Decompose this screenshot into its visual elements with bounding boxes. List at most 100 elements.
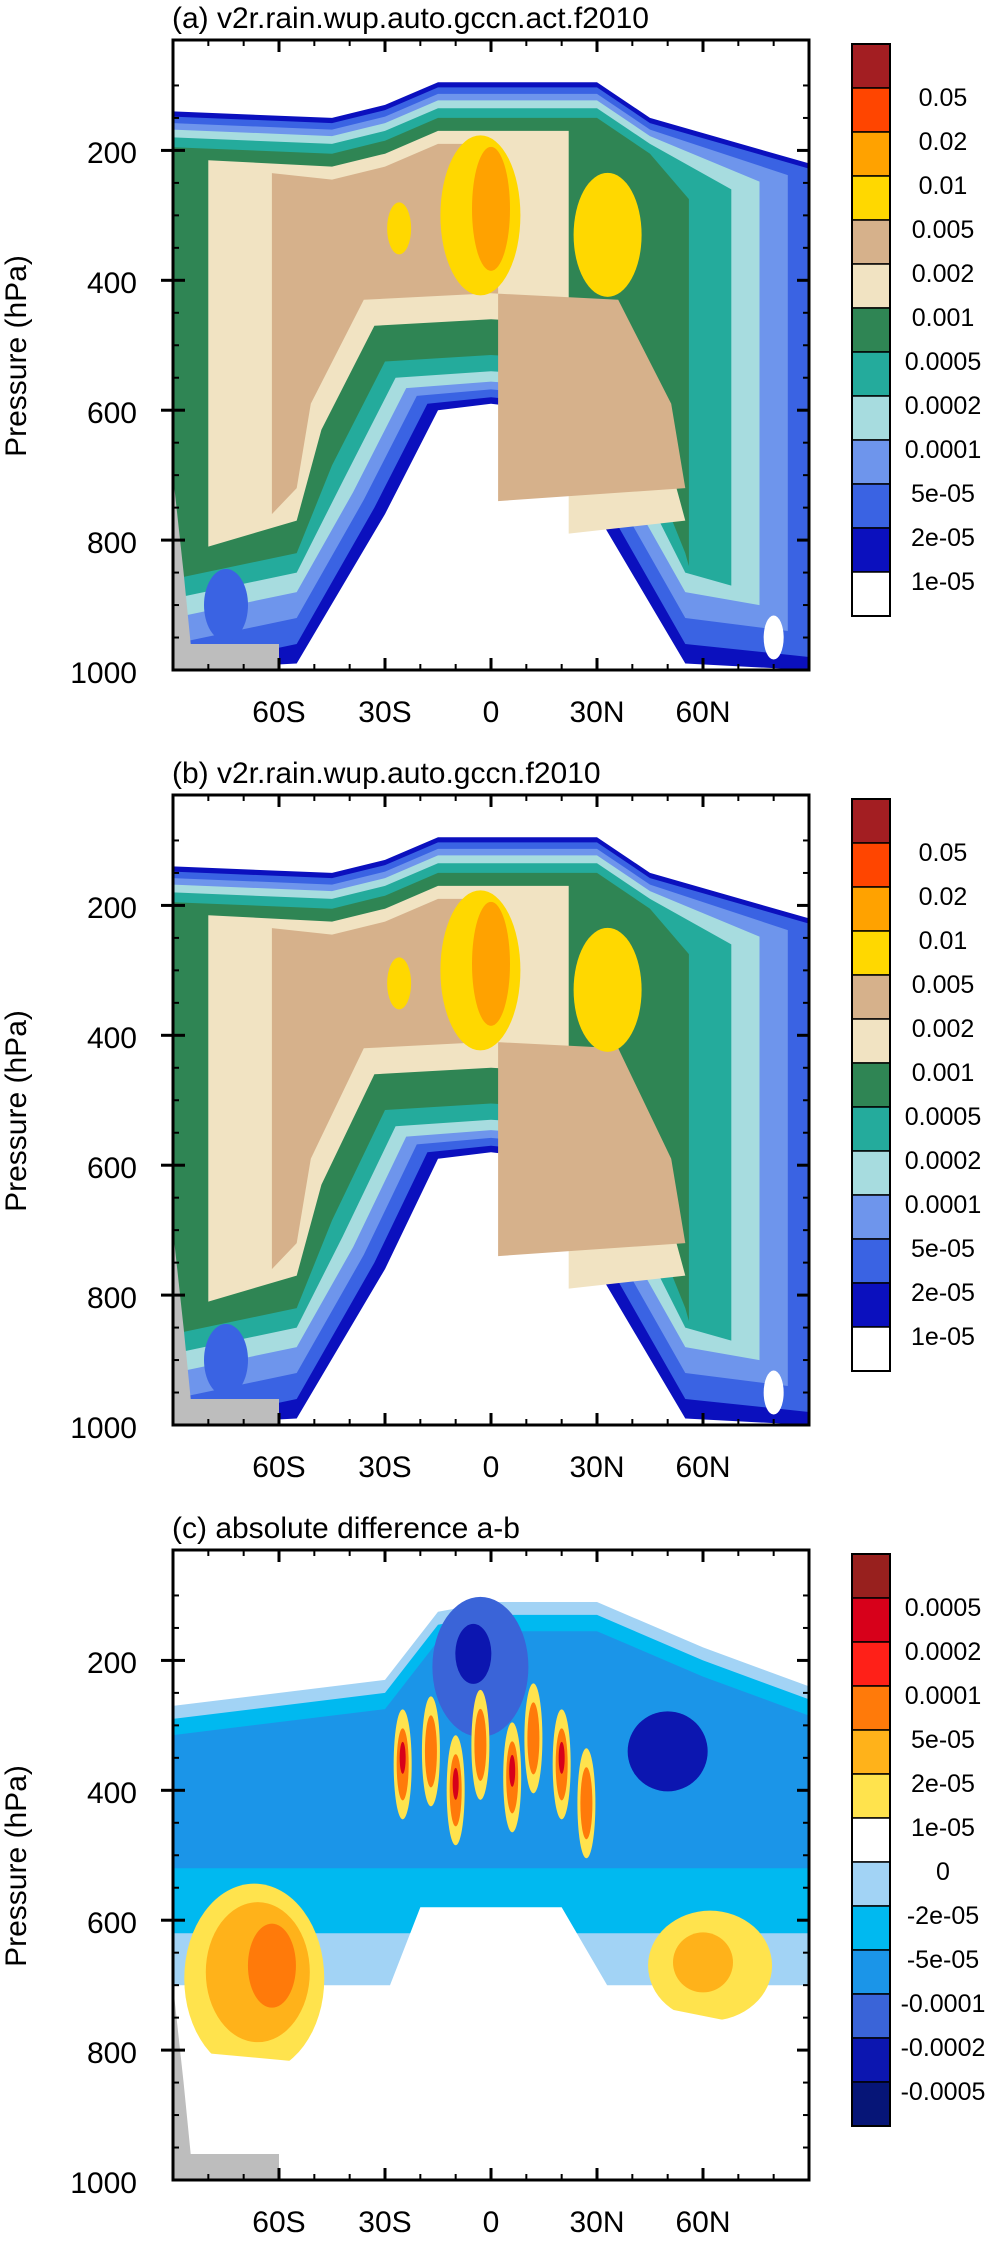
colorbar-swatch (851, 798, 891, 844)
colorbar-frame (851, 1553, 891, 2127)
colorbar-swatch (851, 87, 891, 133)
colorbar-swatch (851, 1194, 891, 1240)
colorbar-swatch (851, 1282, 891, 1328)
panel-c-legend-label: 5e-05 (911, 1726, 975, 1754)
colorbar-swatch (851, 1905, 891, 1951)
panel-b-xtick-label: 60S (252, 1451, 305, 1484)
panel-c: (c) absolute difference a-b Pressure (hP… (0, 1512, 985, 2239)
panel-c-xtick-label: 60S (252, 2206, 305, 2239)
panel-b-legend-label: 0.005 (912, 971, 975, 999)
colorbar-swatch (851, 1773, 891, 1819)
contour-band (424, 1715, 437, 1788)
panel-a-ticks (161, 40, 809, 670)
contour-band (573, 172, 642, 297)
contour-band (387, 957, 412, 1010)
panel-a-ytick-label: 400 (87, 267, 137, 300)
colorbar-swatch (851, 886, 891, 932)
panel-c-legend-label: -0.0002 (901, 2034, 986, 2062)
colorbar-swatch (851, 1062, 891, 1108)
panel-a-legend-label: 0.001 (912, 304, 975, 332)
panel-b-ytick-label: 1000 (70, 1412, 137, 1445)
contour-band (271, 898, 686, 1270)
panel-b: (b) v2r.rain.wup.auto.gccn.f2010 Pressur… (0, 757, 981, 1484)
panel-b-legend-label: 0.0005 (905, 1103, 981, 1131)
panel-c-legend-label: -0.0001 (901, 1990, 986, 2018)
contour-band (472, 146, 510, 271)
contour-band (173, 1907, 809, 2180)
colorbar-swatch (851, 1861, 891, 1907)
panel-a-xtick-label: 0 (483, 696, 500, 729)
panel-c-legend-label: 2e-05 (911, 1770, 975, 1798)
contour-band (387, 202, 412, 255)
contour-band (673, 1932, 733, 1993)
panel-a-title: (a) v2r.rain.wup.auto.gccn.act.f2010 (172, 2, 649, 35)
colorbar-swatch (851, 1150, 891, 1196)
colorbar-swatch (851, 263, 891, 309)
colorbar-swatch (851, 351, 891, 397)
contour-band (627, 1711, 708, 1792)
contour-band (452, 1767, 459, 1800)
colorbar-swatch (851, 439, 891, 485)
panel-a-xtick-label: 60N (675, 696, 730, 729)
colorbar-swatch (851, 1993, 891, 2039)
panel-c-fields (173, 1596, 809, 2180)
panel-b-xtick-label: 30S (358, 1451, 411, 1484)
panel-c-legend-label: 1e-05 (911, 1814, 975, 1842)
panel-a-ytick-label: 1000 (70, 657, 137, 690)
colorbar-swatch (851, 307, 891, 353)
contour-band (173, 1631, 809, 1869)
panel-b-ytick-label: 800 (87, 1282, 137, 1315)
panel-c-ytick-label: 200 (87, 1647, 137, 1680)
colorbar-swatch (851, 483, 891, 529)
colorbar-swatch (851, 131, 891, 177)
colorbar-swatch (851, 842, 891, 888)
panel-a-legend-label: 0.0001 (905, 436, 981, 464)
panel-b-ytick-label: 400 (87, 1022, 137, 1055)
panel-c-legend-label: -2e-05 (907, 1902, 979, 1930)
contour-band (271, 143, 686, 515)
colorbar-frame (851, 43, 891, 617)
panel-b-ytick-label: 600 (87, 1152, 137, 1185)
panel-b-legend-label: 2e-05 (911, 1279, 975, 1307)
panel-a-legend-label: 1e-05 (911, 568, 975, 596)
contour-band (247, 1923, 296, 2008)
panel-a-legend-label: 0.0002 (905, 392, 981, 420)
contour-band (472, 901, 510, 1026)
panel-b-colorbar (851, 798, 891, 1372)
colorbar-swatch (851, 1641, 891, 1687)
contour-band (763, 1370, 784, 1415)
panel-a-legend-label: 0.002 (912, 260, 975, 288)
panel-c-ytick-label: 800 (87, 2037, 137, 2070)
contour-band (573, 927, 642, 1052)
panel-b-ylabel: Pressure (hPa) (0, 1010, 33, 1212)
panel-c-xtick-label: 30N (569, 2206, 624, 2239)
colorbar-swatch (851, 219, 891, 265)
panel-a-fields (173, 82, 809, 670)
panel-c-xtick-label: 30S (358, 2206, 411, 2239)
panel-c-legend-label: 0 (936, 1858, 950, 1886)
panel-c-ticks (161, 1550, 809, 2180)
contour-band (474, 1708, 487, 1781)
colorbar-swatch (851, 1817, 891, 1863)
colorbar-swatch (851, 527, 891, 573)
panel-c-xtick-label: 0 (483, 2206, 500, 2239)
contour-band (580, 1767, 593, 1840)
panel-b-legend-label: 5e-05 (911, 1235, 975, 1263)
panel-a-legend-label: 0.02 (919, 128, 968, 156)
panel-c-legend-label: 0.0002 (905, 1638, 981, 1666)
colorbar-frame (851, 798, 891, 1372)
colorbar-swatch (851, 571, 891, 617)
panel-b-legend-label: 0.01 (919, 927, 968, 955)
panel-a-legend-label: 2e-05 (911, 524, 975, 552)
panel-c-title: (c) absolute difference a-b (172, 1512, 520, 1545)
panel-b-legend-label: 0.002 (912, 1015, 975, 1043)
panel-a-ylabel: Pressure (hPa) (0, 255, 33, 457)
colorbar-swatch (851, 43, 891, 89)
panel-b-xtick-label: 30N (569, 1451, 624, 1484)
colorbar-swatch (851, 2037, 891, 2083)
colorbar-swatch (851, 175, 891, 221)
panel-c-legend-label: 0.0001 (905, 1682, 981, 1710)
panel-b-xtick-label: 0 (483, 1451, 500, 1484)
panel-a-colorbar (851, 43, 891, 617)
